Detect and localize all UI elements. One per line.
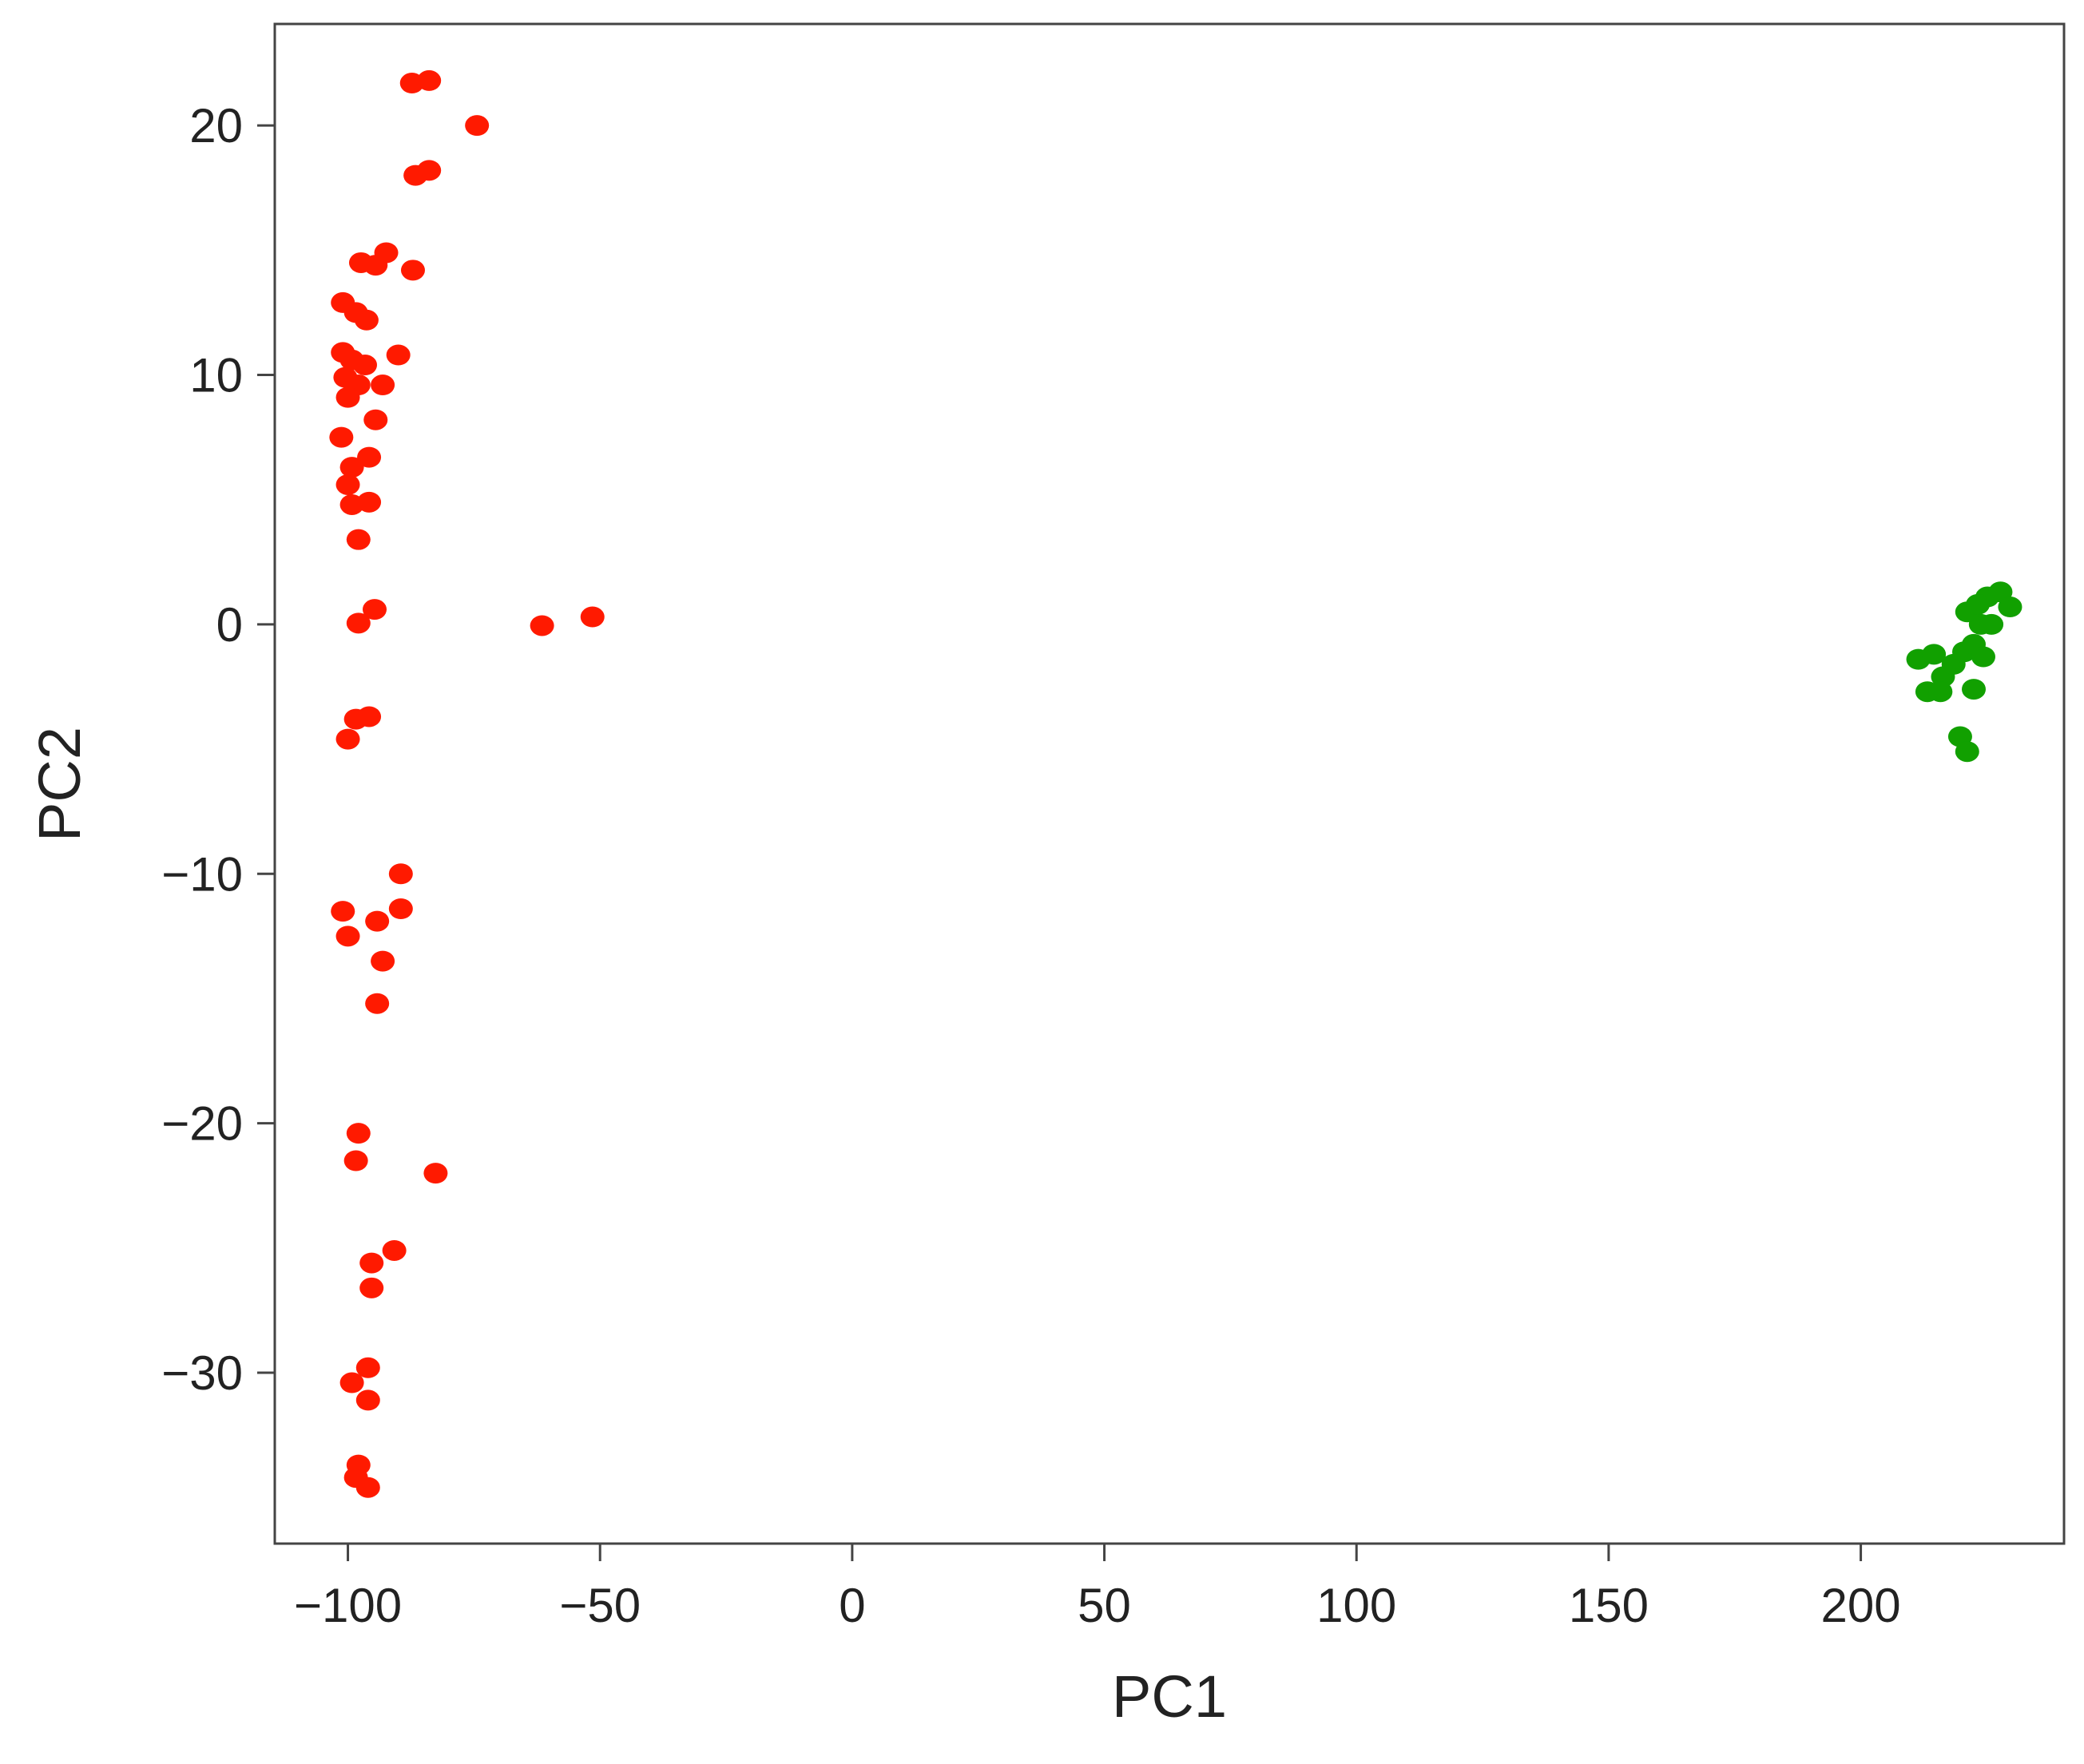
point	[355, 1357, 380, 1378]
x-tick-label: 200	[1821, 1579, 1901, 1632]
x-tick-label: 0	[839, 1579, 865, 1632]
point	[343, 708, 368, 730]
point	[1961, 679, 1986, 700]
y-tick-label: −30	[161, 1346, 243, 1400]
point	[354, 309, 379, 331]
point	[365, 910, 390, 932]
point	[359, 1277, 384, 1298]
point	[388, 863, 413, 885]
point	[423, 1163, 448, 1184]
point	[371, 950, 395, 972]
point	[400, 260, 425, 281]
point	[346, 529, 371, 550]
point	[580, 606, 605, 628]
plot-frame	[273, 22, 2066, 1545]
point	[363, 255, 388, 276]
point	[1979, 613, 2004, 635]
x-tick-label: 150	[1569, 1579, 1649, 1632]
x-axis-title: PC1	[1112, 1663, 1227, 1730]
point	[530, 615, 554, 636]
point	[331, 901, 355, 922]
point	[386, 344, 411, 366]
point	[357, 446, 382, 468]
y-tick-label: 0	[216, 598, 243, 652]
point	[1955, 741, 1979, 763]
point	[1966, 593, 1991, 615]
point	[371, 375, 395, 396]
point	[363, 599, 387, 620]
point	[465, 115, 490, 137]
y-axis-title: PC2	[26, 727, 93, 842]
point	[335, 474, 360, 495]
point	[365, 993, 390, 1014]
point	[417, 69, 442, 91]
y-tick-label: −10	[161, 847, 243, 901]
point	[339, 1372, 364, 1393]
x-tick-label: 100	[1316, 1579, 1396, 1632]
point	[363, 409, 388, 430]
x-tick-label: 50	[1078, 1579, 1131, 1632]
point	[353, 355, 378, 376]
point	[339, 457, 364, 478]
point	[335, 926, 360, 947]
point	[382, 1239, 407, 1261]
y-tick-label: 20	[189, 99, 243, 153]
point	[417, 160, 442, 181]
point	[346, 1123, 371, 1144]
point	[355, 1477, 380, 1498]
x-tick-label: −50	[559, 1579, 641, 1632]
point	[335, 728, 360, 750]
point	[1928, 681, 1953, 703]
point	[1998, 597, 2022, 618]
point	[339, 494, 364, 515]
point	[346, 612, 371, 634]
point	[335, 386, 360, 408]
y-tick-label: 10	[189, 349, 243, 402]
point	[329, 426, 354, 448]
y-tick-label: −20	[161, 1097, 243, 1151]
x-tick-label: −100	[294, 1579, 402, 1632]
point	[355, 1389, 380, 1411]
point	[1922, 644, 1947, 665]
point	[359, 1252, 384, 1274]
point	[388, 898, 413, 920]
point	[1971, 646, 1995, 668]
point	[343, 1150, 368, 1171]
